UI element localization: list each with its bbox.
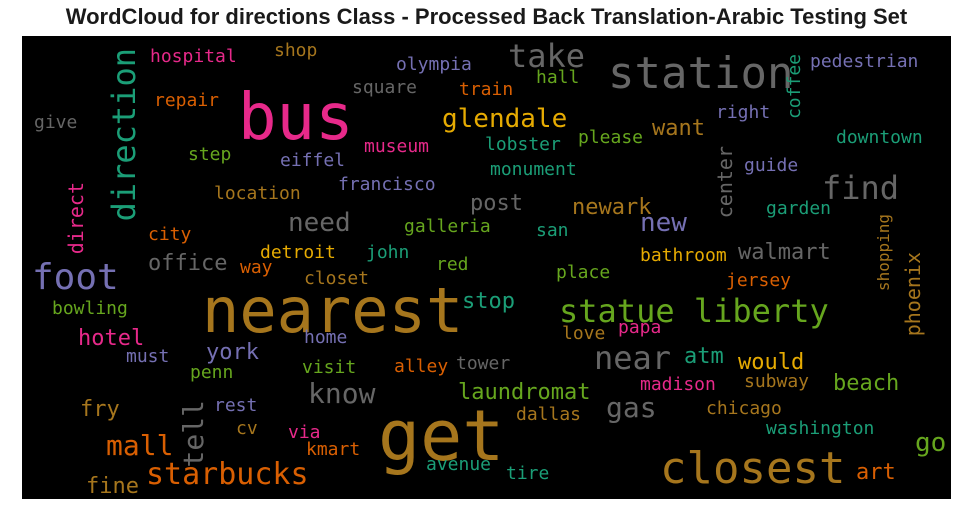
word-hospital: hospital	[150, 46, 237, 67]
word-right: right	[716, 102, 771, 123]
word-starbucks: starbucks	[146, 457, 309, 492]
word-avenue: avenue	[426, 454, 492, 475]
word-bowling: bowling	[52, 298, 128, 319]
word-bus: bus	[238, 81, 354, 155]
word-nearest: nearest	[202, 274, 464, 347]
word-must: must	[126, 346, 170, 367]
word-monument: monument	[490, 159, 577, 180]
word-jersey: jersey	[726, 270, 792, 291]
word-repair: repair	[154, 90, 220, 111]
word-way: way	[240, 257, 273, 278]
word-closet: closet	[304, 268, 370, 289]
word-direction: direction	[105, 48, 143, 222]
word-office: office	[148, 251, 228, 276]
word-francisco: francisco	[338, 174, 436, 195]
word-garden: garden	[766, 198, 832, 219]
word-new: new	[640, 208, 687, 238]
word-kmart: kmart	[306, 439, 361, 460]
word-home: home	[304, 327, 348, 348]
word-visit: visit	[302, 357, 357, 378]
word-hall: hall	[536, 67, 580, 88]
word-eiffel: eiffel	[280, 150, 346, 171]
word-city: city	[148, 224, 192, 245]
word-galleria: galleria	[404, 216, 491, 237]
word-fine: fine	[86, 474, 139, 499]
word-john: john	[366, 242, 410, 263]
word-get: get	[378, 395, 505, 477]
word-shopping: shopping	[874, 214, 893, 292]
word-museum: museum	[364, 136, 430, 157]
word-olympia: olympia	[396, 54, 472, 75]
word-place: place	[556, 262, 611, 283]
word-detroit: detroit	[260, 242, 336, 263]
word-dallas: dallas	[516, 404, 582, 425]
word-walmart: walmart	[738, 240, 831, 265]
word-train: train	[459, 79, 514, 100]
word-cv: cv	[236, 418, 258, 439]
word-fry: fry	[80, 397, 120, 422]
word-atm: atm	[684, 344, 724, 369]
word-coffee: coffee	[784, 54, 805, 120]
wordcloud-canvas: nearest get bus station closest statue libert…	[22, 36, 951, 499]
word-guide: guide	[744, 155, 799, 176]
word-york: york	[206, 340, 259, 365]
word-go: go	[915, 428, 947, 458]
word-madison: madison	[640, 374, 716, 395]
word-lobster: lobster	[485, 134, 561, 155]
word-downtown: downtown	[836, 127, 923, 148]
word-station: station	[608, 48, 794, 99]
word-subway: subway	[744, 371, 810, 392]
word-love: love	[562, 323, 606, 344]
word-bathroom: bathroom	[640, 245, 727, 266]
word-laundromat: laundromat	[458, 380, 591, 405]
word-art: art	[856, 460, 896, 485]
word-alley: alley	[394, 356, 449, 377]
word-would: would	[738, 350, 805, 375]
word-stop: stop	[462, 289, 515, 314]
word-tower: tower	[456, 353, 511, 374]
word-tire: tire	[506, 463, 550, 484]
word-step: step	[188, 144, 232, 165]
word-please: please	[578, 127, 644, 148]
word-give: give	[34, 112, 78, 133]
word-phoenix: phoenix	[901, 252, 925, 337]
word-tell: tell	[177, 400, 210, 468]
word-glendale: glendale	[442, 104, 568, 134]
word-statue-liberty: statue liberty	[559, 292, 829, 330]
word-shop: shop	[274, 40, 318, 61]
word-square: square	[352, 77, 418, 98]
word-need: need	[288, 208, 351, 238]
word-papa: papa	[618, 317, 662, 338]
word-san: san	[536, 220, 569, 241]
word-rest: rest	[214, 395, 258, 416]
word-mall: mall	[106, 429, 174, 462]
word-want: want	[652, 116, 705, 141]
word-foot: foot	[32, 257, 119, 298]
word-closest: closest	[660, 443, 846, 494]
figure-title: WordCloud for directions Class - Process…	[65, 4, 908, 29]
word-post: post	[470, 191, 523, 216]
word-center: center	[713, 146, 737, 219]
word-washington: washington	[766, 418, 875, 439]
word-take: take	[508, 37, 586, 75]
word-pedestrian: pedestrian	[810, 51, 919, 72]
word-location: location	[214, 183, 301, 204]
word-chicago: chicago	[706, 398, 782, 419]
word-newark: newark	[572, 195, 652, 220]
word-red: red	[436, 254, 469, 275]
word-via: via	[288, 422, 321, 443]
word-beach: beach	[833, 371, 900, 396]
word-find: find	[822, 169, 900, 207]
word-know: know	[308, 377, 376, 410]
word-direct: direct	[64, 182, 88, 255]
word-near: near	[594, 339, 672, 377]
word-penn: penn	[190, 362, 234, 383]
word-gas: gas	[606, 391, 657, 424]
word-hotel: hotel	[78, 326, 145, 351]
